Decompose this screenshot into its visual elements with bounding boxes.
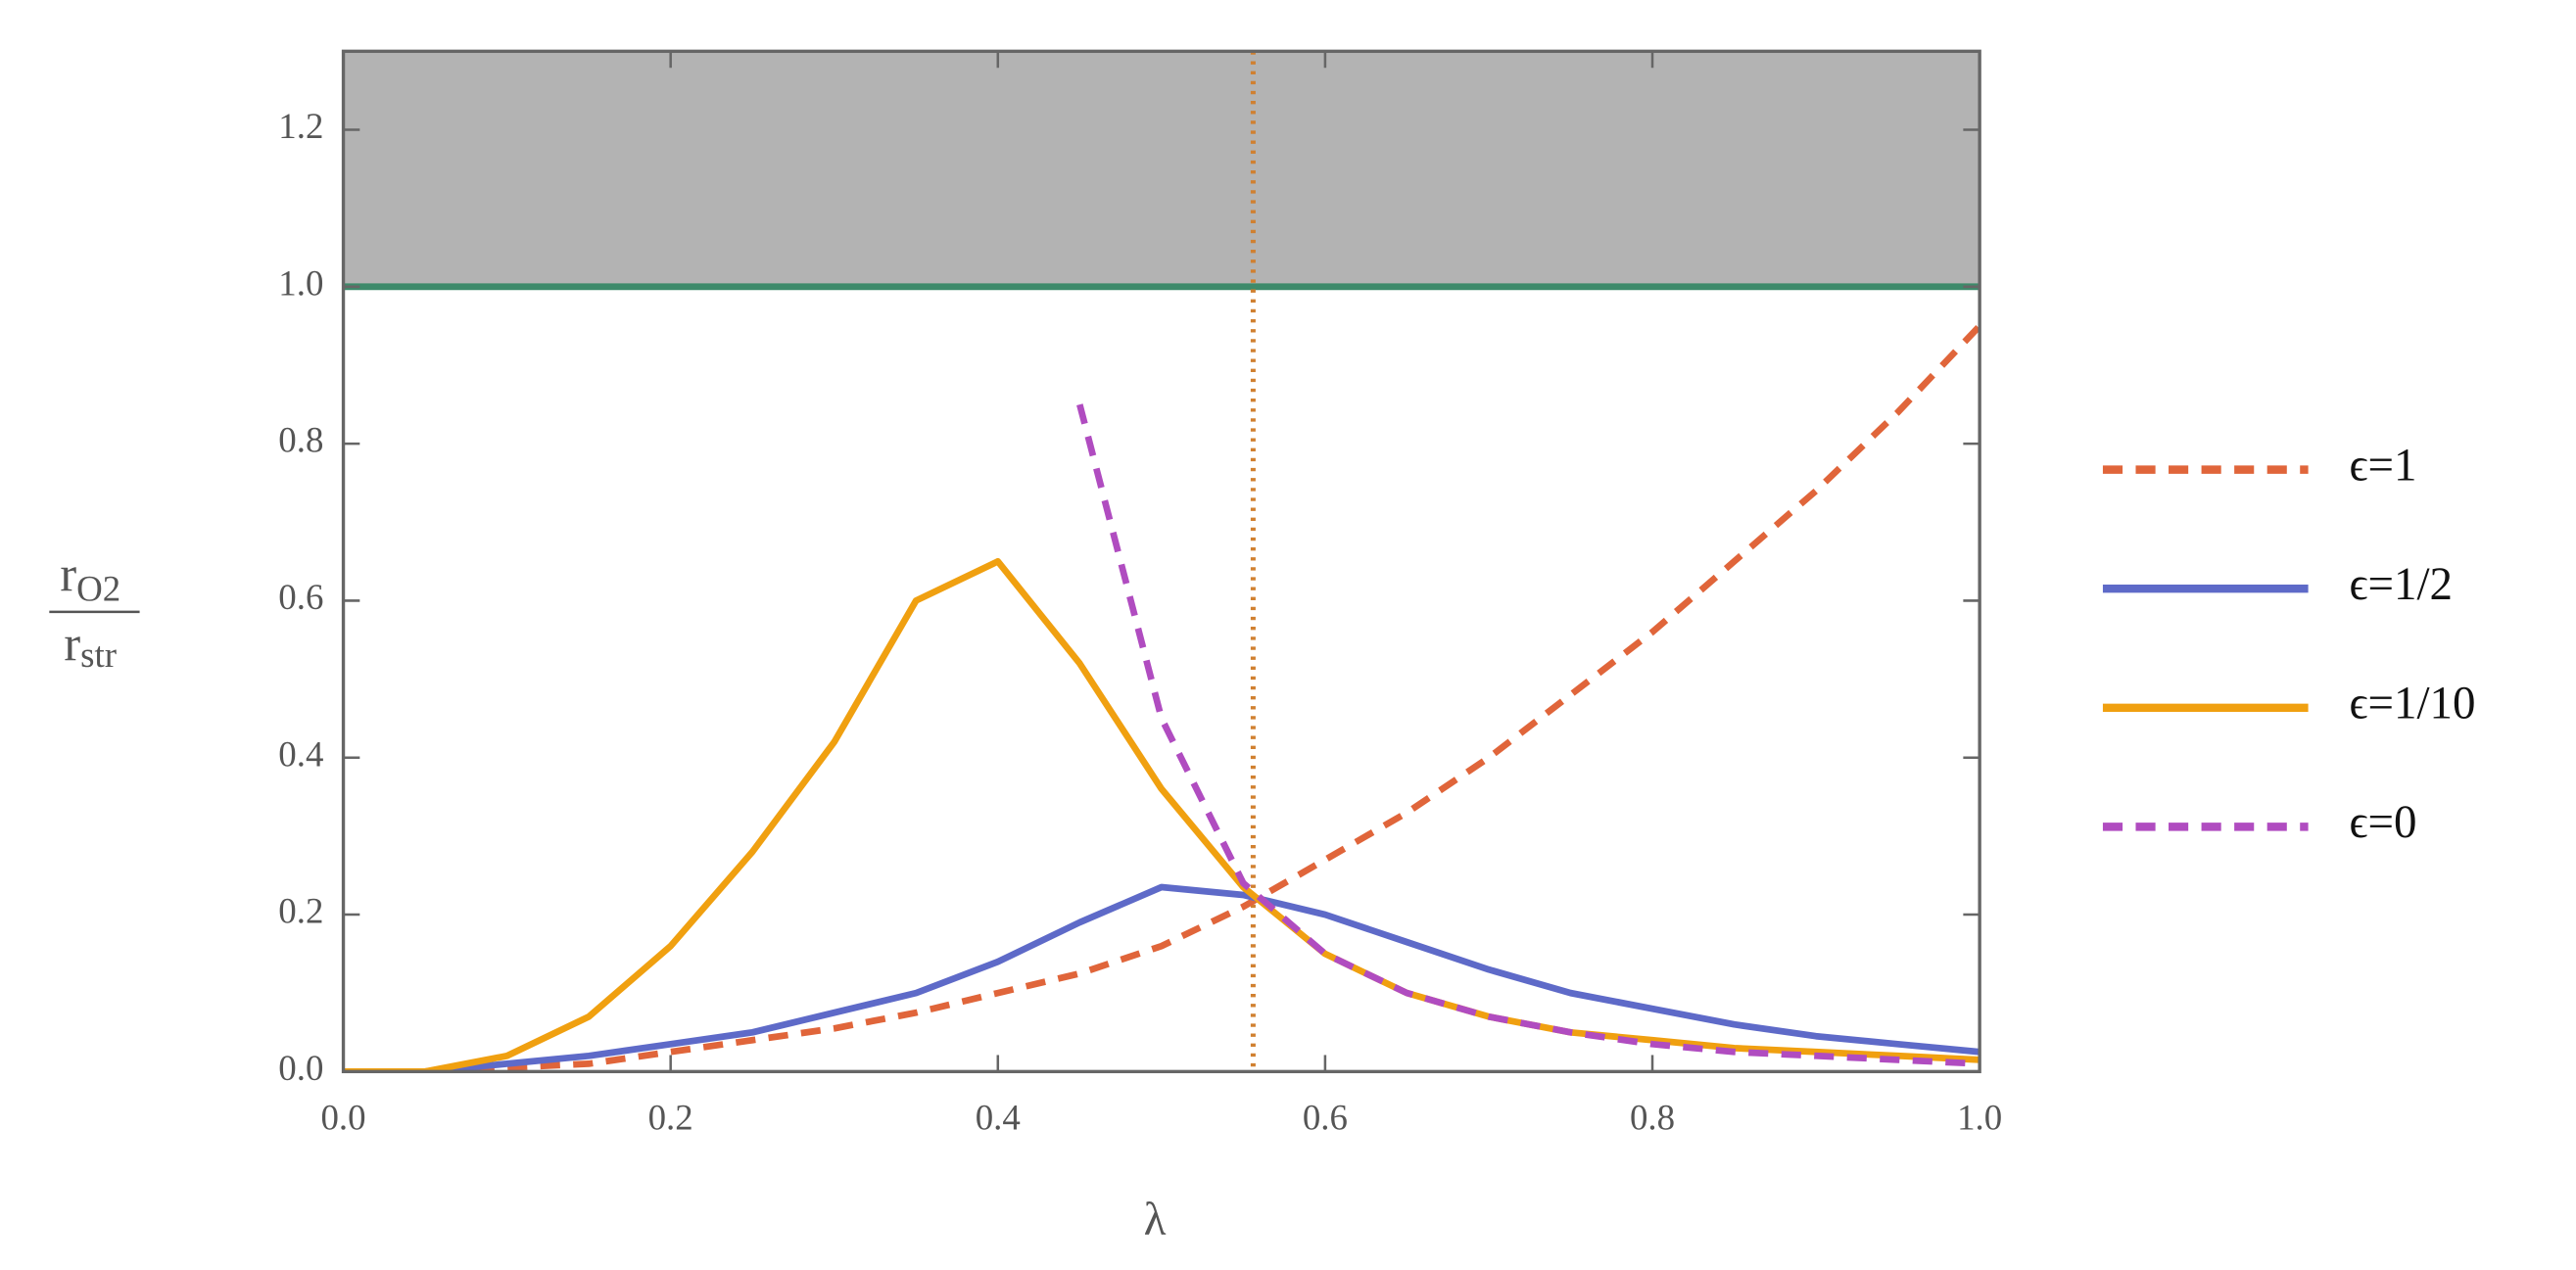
x-tick-label: 0.2 <box>648 1098 693 1138</box>
series-line <box>343 323 1980 1072</box>
legend-label: ϵ=1 <box>2350 440 2417 491</box>
x-tick-label: 0.4 <box>976 1098 1021 1138</box>
y-label-bottom-sub: str <box>80 635 117 676</box>
plot-lines <box>343 323 1980 1072</box>
y-tick-label: 0.6 <box>278 578 323 618</box>
series-line <box>343 883 1980 1072</box>
series-line <box>343 557 1980 1072</box>
y-label-bottom: r <box>64 615 80 670</box>
series-line <box>1076 403 1980 1067</box>
legend-label: ϵ=1/2 <box>2350 559 2453 610</box>
y-tick-label: 0.8 <box>278 421 323 461</box>
plot-frame <box>341 49 1981 1074</box>
x-axis-label: λ <box>1144 1194 1167 1245</box>
y-label-top-sub: O2 <box>76 569 120 609</box>
y-tick-label: 1.2 <box>278 107 323 147</box>
y-tick-label: 0.2 <box>278 891 323 931</box>
x-tick-label: 1.0 <box>1957 1098 2002 1138</box>
y-axis-label: rO2 rstr <box>49 546 140 676</box>
x-tick-label: 0.0 <box>320 1098 365 1138</box>
svg-text:rO2: rO2 <box>60 546 120 610</box>
x-tick-label: 0.8 <box>1630 1098 1675 1138</box>
legend-label: ϵ=1/10 <box>2350 679 2476 729</box>
legend-label: ϵ=0 <box>2350 797 2417 848</box>
svg-text:rstr: rstr <box>64 615 117 675</box>
y-tick-label: 0.0 <box>278 1049 323 1089</box>
y-tick-label: 1.0 <box>278 263 323 304</box>
shaded-region <box>343 51 1980 287</box>
x-tick-label: 0.6 <box>1303 1098 1348 1138</box>
y-tick-label: 0.4 <box>278 734 323 775</box>
y-label-top: r <box>60 546 76 601</box>
